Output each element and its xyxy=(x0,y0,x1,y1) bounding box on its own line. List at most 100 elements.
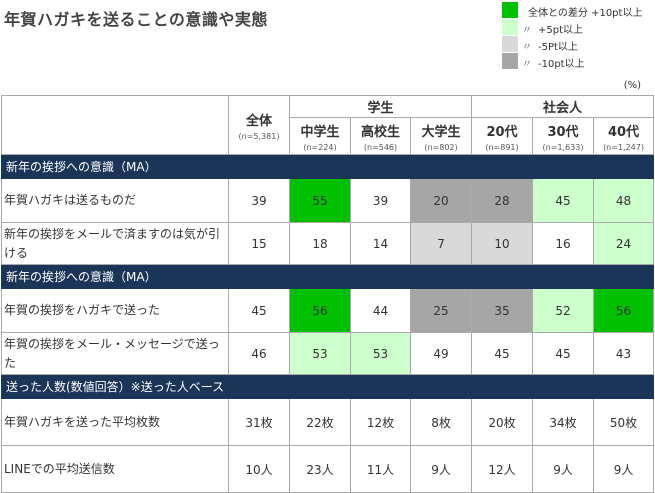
data-cell: 53 xyxy=(350,332,411,375)
survey-table: 全体 (n=5,381) 学生 社会人 中学生 (n=224) 高校生 (n=546… xyxy=(0,95,655,493)
legend-marker: 〃 xyxy=(522,42,532,53)
legend-label: -10pt以上 xyxy=(538,59,585,70)
legend-item: 〃 +5pt以上 xyxy=(502,19,655,36)
data-cell: 45 xyxy=(532,178,595,223)
legend-marker: 〃 xyxy=(522,59,532,70)
legend-marker: 〃 xyxy=(522,25,532,36)
header-column: 30代 (n=1,633) xyxy=(532,117,595,155)
legend-label: -5Pt以上 xyxy=(538,42,578,53)
data-cell: 56 xyxy=(289,288,351,333)
data-cell: 8枚 xyxy=(409,398,473,446)
row-label: 年賀ハガキは送るものだ xyxy=(1,178,229,223)
data-cell: 23人 xyxy=(289,445,351,493)
row-label: 年賀の挨拶をメール・メッセージで送った xyxy=(1,332,229,375)
section-row: 新年の挨拶への意識（MA） xyxy=(0,264,655,289)
header-group-worker: 社会人 xyxy=(471,95,655,118)
legend-item: 全体との差分 +10pt以上 xyxy=(502,2,655,19)
data-cell: 10人 xyxy=(228,445,290,493)
data-cell: 24 xyxy=(593,222,655,265)
data-cell: 45 xyxy=(228,288,290,333)
data-cell: 56 xyxy=(593,288,655,333)
data-cell: 11人 xyxy=(350,445,411,493)
header-n: (n=1,247) xyxy=(603,142,644,152)
data-cell: 22枚 xyxy=(289,398,351,446)
row-label: 年賀ハガキを送った平均枚数 xyxy=(1,398,229,446)
header-label: 20代 xyxy=(486,124,518,140)
data-cell: 39 xyxy=(228,178,290,223)
legend: 全体との差分 +10pt以上 〃 +5pt以上 〃 -5Pt以上 〃 -10pt以上 xyxy=(502,2,655,70)
header-label: 40代 xyxy=(607,124,640,140)
legend-item: 〃 -10pt以上 xyxy=(502,53,655,70)
legend-label: 全体との差分 +10pt以上 xyxy=(528,8,643,19)
data-cell: 20枚 xyxy=(471,398,534,446)
data-cell: 28 xyxy=(471,178,534,223)
table-row: 年賀の挨拶をハガキで送った 45 56 44 25 35 52 56 xyxy=(1,288,655,333)
header-n: (n=5,381) xyxy=(238,131,280,141)
page-title: 年賀ハガキを送ることの意識や実態 xyxy=(4,10,268,29)
data-cell: 50枚 xyxy=(593,398,655,446)
unit-label: (%) xyxy=(623,80,641,91)
row-label: 新年の挨拶をメールで済ますのは気が引ける xyxy=(1,222,229,265)
data-cell: 7 xyxy=(409,222,473,265)
section-title: 新年の挨拶への意識（MA） xyxy=(0,154,655,179)
header-n: (n=1,633) xyxy=(542,142,584,152)
data-cell: 45 xyxy=(532,332,595,375)
data-cell: 39 xyxy=(350,178,411,223)
legend-swatch xyxy=(502,36,518,52)
data-cell: 9人 xyxy=(532,445,595,493)
header-label: 30代 xyxy=(547,124,579,140)
data-cell: 49 xyxy=(409,332,473,375)
section-title: 新年の挨拶への意識（MA） xyxy=(0,264,655,289)
data-cell: 45 xyxy=(471,332,534,375)
section-title: 送った人数(数値回答）※送った人ベース xyxy=(0,374,655,399)
data-cell: 14 xyxy=(350,222,411,265)
header-column: 高校生 (n=546) xyxy=(350,117,411,155)
data-cell: 44 xyxy=(350,288,411,333)
data-cell: 25 xyxy=(409,288,473,333)
table-row: 新年の挨拶をメールで済ますのは気が引ける 15 18 14 7 10 16 24 xyxy=(1,222,655,265)
header-blank xyxy=(1,95,229,155)
header-label: 高校生 xyxy=(360,124,400,140)
legend-item: 〃 -5Pt以上 xyxy=(502,36,655,53)
header-n: (n=546) xyxy=(363,142,398,152)
data-cell: 16 xyxy=(532,222,595,265)
data-cell: 9人 xyxy=(593,445,655,493)
legend-swatch xyxy=(502,19,518,35)
legend-swatch xyxy=(502,2,518,18)
data-cell: 46 xyxy=(228,332,290,375)
header-label: 中学生 xyxy=(300,124,340,140)
data-cell: 9人 xyxy=(409,445,473,493)
header-group-student: 学生 xyxy=(288,95,473,118)
section-row: 新年の挨拶への意識（MA） xyxy=(0,154,655,179)
data-cell: 15 xyxy=(228,222,290,265)
header-column: 40代 (n=1,247) xyxy=(593,117,655,155)
header-label: 全体 xyxy=(245,113,272,129)
table-row: LINEでの平均送信数 10人 23人 11人 9人 12人 9人 9人 xyxy=(1,445,655,493)
legend-swatch xyxy=(502,53,518,69)
header-label: 大学生 xyxy=(421,124,461,140)
header-column: 中学生 (n=224) xyxy=(289,117,351,155)
data-cell: 31枚 xyxy=(228,398,290,446)
data-cell: 20 xyxy=(409,178,473,223)
table-row: 年賀ハガキを送った平均枚数 31枚 22枚 12枚 8枚 20枚 34枚 50枚 xyxy=(1,398,655,446)
data-cell: 53 xyxy=(289,332,351,375)
row-label: 年賀の挨拶をハガキで送った xyxy=(1,288,229,333)
section-row: 送った人数(数値回答）※送った人ベース xyxy=(0,374,655,399)
data-cell: 52 xyxy=(532,288,595,333)
table-row: 年賀の挨拶をメール・メッセージで送った 46 53 53 49 45 45 43 xyxy=(1,332,655,375)
data-cell: 55 xyxy=(289,178,351,223)
data-cell: 10 xyxy=(471,222,534,265)
header-n: (n=891) xyxy=(485,142,519,152)
data-cell: 12枚 xyxy=(350,398,411,446)
row-label: LINEでの平均送信数 xyxy=(1,445,229,493)
data-cell: 35 xyxy=(471,288,534,333)
data-cell: 48 xyxy=(593,178,655,223)
header-column: 大学生 (n=802) xyxy=(409,117,473,155)
header-total: 全体 (n=5,381) xyxy=(228,95,290,155)
legend-label: +5pt以上 xyxy=(538,25,584,36)
header-n: (n=802) xyxy=(424,142,458,152)
data-cell: 43 xyxy=(593,332,655,375)
data-cell: 18 xyxy=(289,222,351,265)
data-cell: 12人 xyxy=(471,445,534,493)
header-n: (n=224) xyxy=(303,142,337,152)
